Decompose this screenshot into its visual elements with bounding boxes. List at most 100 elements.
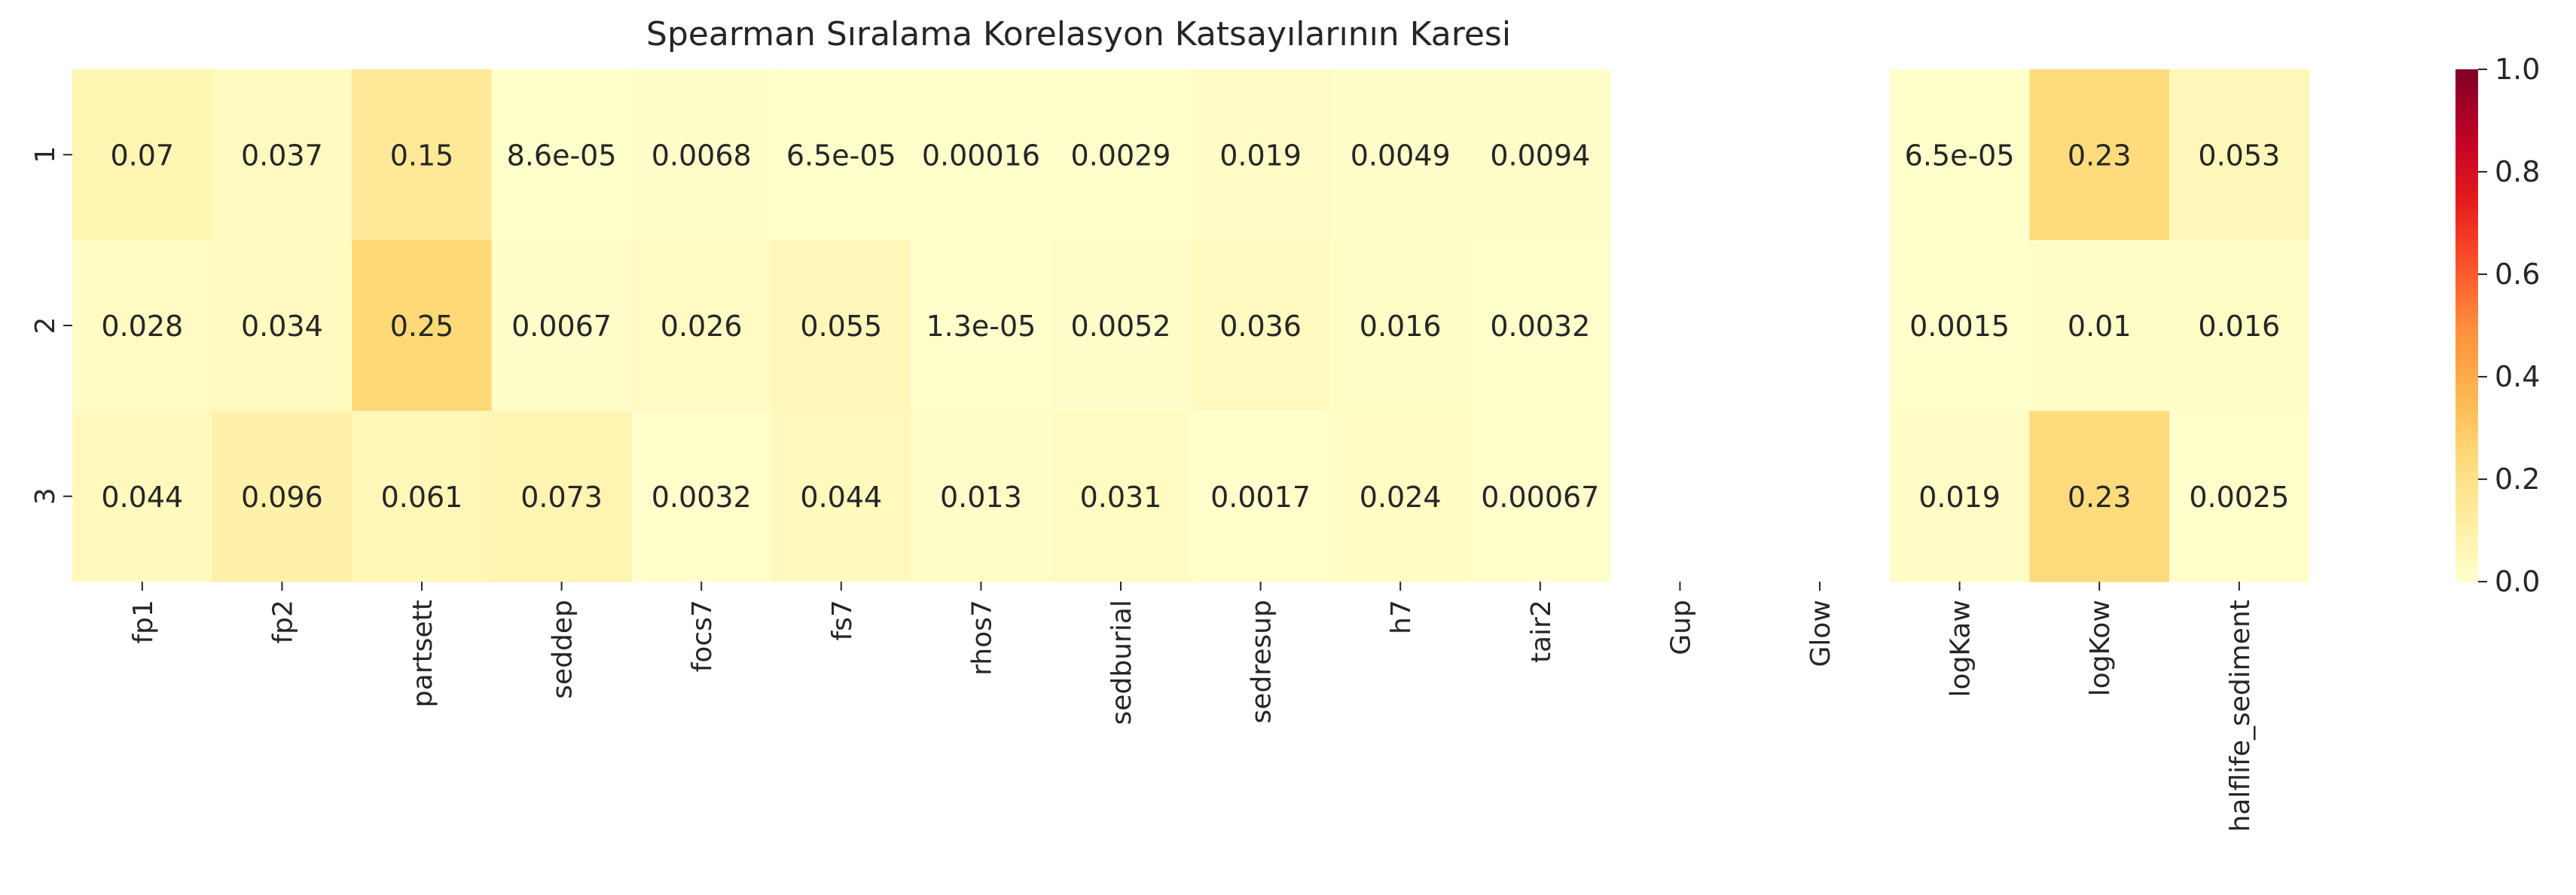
heatmap-cell	[1190, 69, 1331, 241]
heatmap-cell	[631, 69, 772, 241]
cell-label: 0.15	[390, 139, 454, 172]
cell-label: 0.061	[381, 481, 463, 514]
y-tick-label: 3	[30, 487, 61, 505]
heatmap-cell	[2029, 411, 2170, 582]
colorbar: 0.0 0.2 0.4 0.6 0.8 1.0	[2455, 53, 2540, 598]
heatmap-cell	[1051, 69, 1192, 241]
cell-label: 0.036	[1219, 310, 1302, 343]
x-tick-label: focs7	[687, 600, 718, 672]
heatmap-cell	[1470, 69, 1611, 241]
cell-label: 0.016	[1360, 310, 1442, 343]
heatmap-cell	[72, 240, 213, 411]
heatmap-cell	[352, 69, 493, 241]
x-tick-label: partsett	[407, 600, 438, 707]
cell-label: 0.0032	[1490, 310, 1590, 343]
cell-label: 0.0052	[1071, 310, 1171, 343]
heatmap-cell	[352, 240, 493, 411]
heatmap-cell	[1190, 240, 1331, 411]
x-tick-label: Gup	[1665, 600, 1696, 655]
cell-label: 0.0067	[511, 310, 612, 343]
cell-label: 0.013	[940, 481, 1022, 514]
heatmap-cell	[1470, 411, 1611, 582]
cell-label: 0.053	[2198, 139, 2280, 172]
y-axis: 1 2 3	[30, 146, 72, 505]
x-tick-label: Glow	[1805, 600, 1836, 667]
x-tick-label: rhos7	[966, 600, 997, 676]
cell-annotations: 0.07 0.037 0.15 8.6e-05 0.0068 6.5e-05 0.00016…	[101, 139, 2289, 513]
colorbar-gradient	[2455, 69, 2478, 582]
heatmap-cell	[1889, 69, 2030, 241]
x-tick-label: h7	[1386, 600, 1417, 634]
heatmap-cell	[1889, 240, 2030, 411]
heatmap-cell	[1051, 411, 1192, 582]
y-tick-label: 2	[30, 317, 61, 334]
colorbar-tick-label: 0.6	[2495, 258, 2540, 291]
heatmap-cell	[491, 411, 632, 582]
cell-label: 0.0032	[652, 481, 752, 514]
x-tick-label: halflife_sediment	[2225, 600, 2256, 832]
heatmap-cell	[212, 411, 353, 582]
heatmap-cell	[911, 240, 1051, 411]
heatmap-cell	[1051, 240, 1192, 411]
cell-label: 0.028	[101, 310, 183, 343]
cell-label: 0.07	[110, 139, 174, 172]
cell-label: 0.00016	[922, 139, 1040, 172]
heatmap-cell	[491, 240, 632, 411]
cell-label: 0.044	[800, 481, 882, 514]
x-tick-label: fp2	[267, 600, 298, 643]
heatmap-cell	[771, 240, 912, 411]
heatmap-cell	[1889, 411, 2030, 582]
cell-label: 0.0049	[1351, 139, 1451, 172]
heatmap-cell	[2169, 240, 2310, 411]
x-tick-label: fs7	[827, 600, 858, 640]
cell-label: 0.0017	[1210, 481, 1311, 514]
cell-label: 1.3e-05	[926, 310, 1036, 343]
cell-label: 0.019	[1219, 139, 1302, 172]
colorbar-tick-label: 0.8	[2495, 155, 2540, 188]
x-axis: fp1 fp2 partsett seddep focs7 fs7 rhos7 sedburi…	[128, 582, 2256, 832]
cell-label: 0.019	[1918, 481, 2001, 514]
heatmap-cell	[2029, 69, 2170, 241]
cell-label: 0.23	[2068, 139, 2132, 172]
colorbar-tick-label: 0.0	[2495, 565, 2540, 598]
cell-label: 0.096	[241, 481, 323, 514]
y-tick-label: 1	[30, 146, 61, 163]
heatmap-cell	[631, 411, 772, 582]
heatmap-cell	[631, 240, 772, 411]
heatmap-cell	[212, 69, 353, 241]
cell-label: 6.5e-05	[1905, 139, 2015, 172]
heatmap-cell	[1330, 69, 1471, 241]
cell-label: 0.034	[241, 310, 323, 343]
cell-label: 0.044	[101, 481, 183, 514]
heatmap-cell	[2169, 69, 2310, 241]
heatmap-cell	[911, 411, 1051, 582]
x-tick-label: sedresup	[1247, 600, 1277, 723]
cell-label: 0.037	[241, 139, 323, 172]
heatmap-cell	[911, 69, 1051, 241]
heatmap-cell	[1190, 411, 1331, 582]
heatmap-cell	[1330, 411, 1471, 582]
cell-label: 0.0068	[652, 139, 752, 172]
cell-label: 0.00067	[1481, 481, 1599, 514]
x-tick-label: logKow	[2085, 600, 2116, 696]
chart-title: Spearman Sıralama Korelasyon Katsayıları…	[646, 15, 1511, 53]
x-tick-label: logKaw	[1946, 600, 1976, 697]
heatmap-cells	[72, 69, 2310, 582]
x-tick-label: fp1	[128, 600, 159, 643]
cell-label: 0.25	[390, 310, 454, 343]
heatmap-cell	[491, 69, 632, 241]
colorbar-tick-label: 0.4	[2495, 360, 2540, 393]
cell-label: 0.024	[1360, 481, 1442, 514]
cell-label: 0.0029	[1071, 139, 1171, 172]
heatmap-cell	[352, 411, 493, 582]
cell-label: 0.01	[2068, 310, 2132, 343]
colorbar-tick-label: 0.2	[2495, 463, 2540, 496]
cell-label: 0.23	[2068, 481, 2132, 514]
heatmap-cell	[72, 69, 213, 241]
colorbar-tick-label: 1.0	[2495, 53, 2540, 86]
cell-label: 0.031	[1080, 481, 1162, 514]
cell-label: 6.5e-05	[786, 139, 896, 172]
heatmap-cell	[212, 240, 353, 411]
heatmap-cell	[2169, 411, 2310, 582]
cell-label: 0.0015	[1909, 310, 2010, 343]
